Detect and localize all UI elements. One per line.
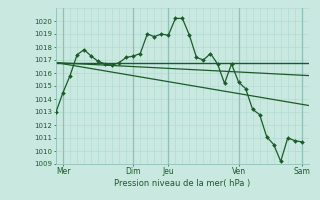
X-axis label: Pression niveau de la mer( hPa ): Pression niveau de la mer( hPa ) [114,179,251,188]
